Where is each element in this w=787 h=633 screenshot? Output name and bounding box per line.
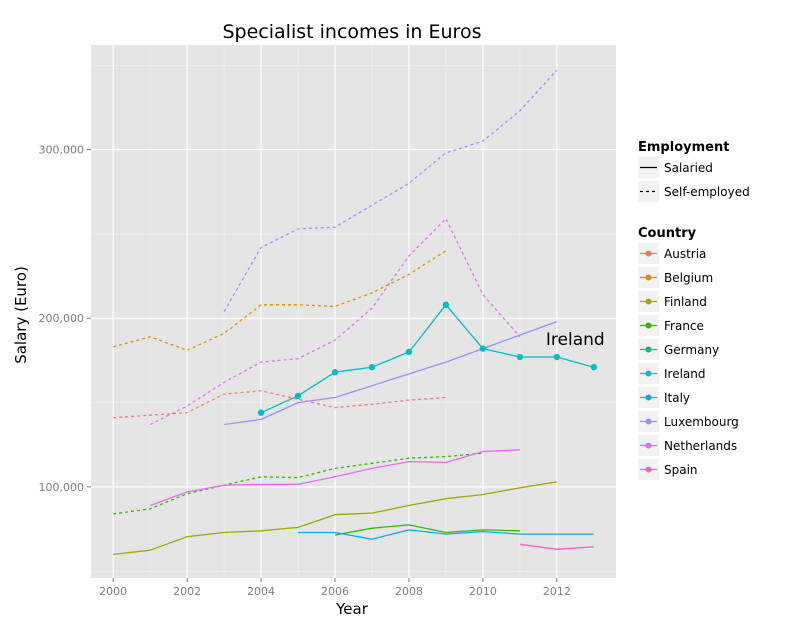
x-tick-label: 2002 — [173, 585, 201, 598]
legend-label-finland: Finland — [664, 295, 707, 309]
legend-label-spain: Spain — [664, 463, 698, 477]
legend: Employment Salaried Self-employed Country… — [638, 140, 750, 480]
legend-label-salaried: Salaried — [664, 161, 713, 175]
annotation-ireland: Ireland — [546, 330, 605, 350]
legend-dot-belgium — [645, 274, 652, 281]
series-line-ireland-salaried — [260, 304, 594, 414]
data-point-ireland-salaried — [516, 353, 524, 361]
legend-dot-germany — [645, 346, 652, 353]
legend-label-germany: Germany — [664, 343, 719, 357]
series-line-spain-salaried — [519, 543, 594, 550]
series-layer — [113, 69, 594, 556]
legend-label-self-employed: Self-employed — [664, 185, 750, 199]
legend-dot-netherlands — [645, 442, 652, 449]
series-line-france-salaried — [334, 524, 520, 536]
x-tick-label: 2006 — [321, 585, 349, 598]
data-point-ireland-salaried — [442, 301, 450, 308]
x-axis-ticks: 2000 2002 2004 2006 2008 2010 2012 — [99, 578, 571, 598]
series-line-luxembourg-self-employed — [223, 69, 558, 312]
legend-employment-title: Employment — [638, 140, 729, 155]
y-tick-label: 300,000 — [39, 144, 85, 157]
series-line-finland-salaried — [113, 481, 557, 556]
legend-dot-luxembourg — [645, 418, 652, 425]
marker-layer — [257, 301, 598, 416]
legend-label-austria: Austria — [664, 247, 706, 261]
data-point-ireland-salaried — [368, 363, 376, 371]
chart-title: Specialist incomes in Euros — [223, 21, 482, 43]
data-point-ireland-salaried — [331, 369, 339, 376]
x-tick-label: 2000 — [99, 585, 127, 598]
x-tick-label: 2012 — [543, 585, 571, 598]
legend-label-ireland: Ireland — [664, 367, 706, 381]
minor-gridlines — [91, 45, 616, 578]
series-line-luxembourg-salaried — [224, 320, 558, 426]
legend-country-title: Country — [638, 226, 697, 241]
data-point-ireland-salaried — [590, 363, 598, 371]
legend-dot-spain — [645, 466, 652, 473]
series-line-austria-self-employed — [113, 390, 446, 419]
legend-dot-ireland — [645, 370, 652, 377]
data-point-ireland-salaried — [257, 409, 265, 416]
data-point-ireland-salaried — [405, 348, 413, 356]
series-line-italy-salaried — [298, 529, 594, 540]
x-axis-label: Year — [335, 600, 369, 618]
legend-label-luxembourg: Luxembourg — [664, 415, 739, 429]
y-tick-label: 100,000 — [39, 481, 85, 494]
legend-dot-italy — [645, 394, 652, 401]
y-axis-ticks: 100,000 200,000 300,000 — [39, 144, 91, 494]
legend-label-france: France — [664, 319, 704, 333]
plot-panel — [91, 45, 616, 578]
legend-dot-finland — [645, 298, 652, 305]
x-tick-label: 2010 — [469, 585, 497, 598]
legend-label-belgium: Belgium — [664, 271, 713, 285]
legend-dot-france — [645, 322, 652, 329]
x-tick-label: 2004 — [247, 585, 275, 598]
series-line-netherlands-salaried — [149, 449, 520, 507]
data-point-ireland-salaried — [553, 353, 561, 361]
legend-country-items: Austria Belgium Finland France Germany Irelan… — [638, 243, 739, 480]
data-point-ireland-salaried — [294, 392, 302, 400]
series-line-netherlands-self-employed — [149, 218, 521, 426]
x-tick-label: 2008 — [395, 585, 423, 598]
legend-dot-austria — [645, 250, 652, 257]
data-point-ireland-salaried — [479, 345, 487, 352]
y-axis-label: Salary (Euro) — [12, 266, 30, 364]
legend-employment-items: Salaried Self-employed — [638, 157, 750, 202]
y-tick-label: 200,000 — [39, 312, 85, 325]
legend-label-italy: Italy — [664, 391, 690, 405]
legend-label-netherlands: Netherlands — [664, 439, 737, 453]
major-gridlines — [91, 45, 616, 578]
